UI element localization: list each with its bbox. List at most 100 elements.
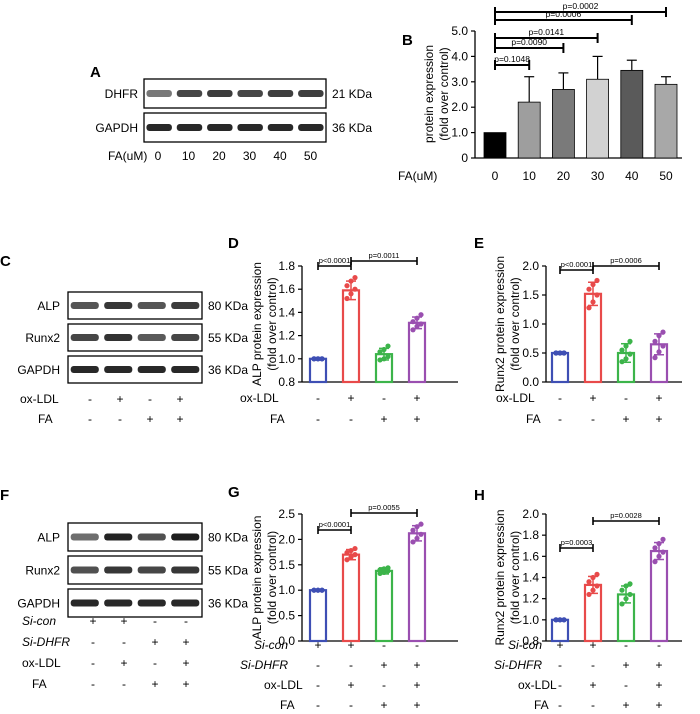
data-point	[381, 356, 387, 362]
treatment-sign: -	[349, 698, 353, 712]
data-point	[619, 359, 625, 365]
treatment-sign: +	[182, 656, 189, 670]
treatment-sign: -	[88, 392, 92, 406]
data-point	[418, 521, 424, 527]
data-point	[381, 566, 387, 572]
treatment-sign: -	[382, 638, 386, 652]
y-tick-label: 3.0	[451, 75, 468, 89]
treatment-sign: +	[413, 412, 420, 426]
data-point	[656, 541, 662, 547]
treatment-sign: +	[120, 614, 127, 628]
y-tick-label: 1.0	[522, 317, 539, 331]
x-tick-label: 10	[523, 169, 537, 183]
y-tick-label: 1.6	[522, 549, 539, 563]
treatment-sign: -	[591, 698, 595, 712]
y-tick-label: 1.5	[522, 288, 539, 302]
y-tick-label: 1.0	[278, 352, 295, 366]
bar	[586, 78, 609, 159]
y-tick-label: 1.2	[278, 329, 295, 343]
treatment-sign: -	[184, 614, 188, 628]
p-value-label: p=0.0002	[563, 1, 599, 11]
treatment-sign: +	[116, 392, 123, 406]
treatment-label: ox-LDL	[240, 391, 279, 405]
treatment-sign: +	[146, 412, 153, 426]
panel-letter: H	[474, 487, 485, 504]
blot-band	[104, 599, 133, 607]
y-tick-label: 0.8	[278, 375, 295, 389]
data-point	[656, 553, 662, 559]
blot-band	[171, 366, 200, 373]
treatment-sign: +	[380, 698, 387, 712]
y-tick-label: 2.0	[522, 507, 539, 521]
y-tick-label: 1.0	[278, 583, 295, 597]
lane-label: 20	[212, 149, 226, 163]
treatment-sign: -	[558, 698, 562, 712]
treatment-sign: +	[655, 658, 662, 672]
data-point	[619, 347, 625, 353]
p-value-label: p<0.0001	[319, 520, 351, 529]
blot-band	[104, 334, 133, 341]
data-point	[656, 349, 662, 355]
blot-band	[237, 124, 263, 131]
data-point	[623, 583, 629, 589]
blot-band	[137, 599, 166, 607]
data-point	[619, 587, 625, 593]
lane-label: 40	[273, 149, 287, 163]
data-point	[590, 587, 596, 593]
treatment-sign: -	[91, 656, 95, 670]
data-point	[590, 299, 596, 305]
blot-protein-label: DHFR	[105, 87, 139, 101]
chart-panel-H: H 0.8 1.0 1.2 1.4 1.6 1.8 2.0 Runx2 protein expr…	[474, 487, 682, 712]
treatment-sign: -	[349, 658, 353, 672]
data-point	[594, 292, 600, 298]
data-point	[348, 547, 354, 554]
data-point	[557, 617, 563, 623]
blot-kda-label: 55 KDa	[208, 331, 248, 345]
data-point	[414, 323, 420, 329]
data-point	[311, 587, 317, 593]
treatment-sign: -	[624, 638, 628, 652]
lane-label: 0	[155, 149, 162, 163]
data-point	[627, 351, 633, 357]
y-tick-label: 2.0	[451, 100, 468, 114]
treatment-sign: +	[655, 698, 662, 712]
treatment-sign: -	[88, 412, 92, 426]
treatment-sign: +	[347, 391, 354, 405]
treatment-sign: -	[415, 638, 419, 652]
y-tick-label: 1.8	[522, 528, 539, 542]
bar	[341, 553, 361, 643]
blot-kda-label: 80 KDa	[208, 299, 248, 313]
y-tick-label: 5.0	[451, 24, 468, 38]
data-point	[660, 549, 666, 555]
treatment-sign: -	[91, 677, 95, 691]
blot-band	[146, 124, 172, 131]
y-tick-label: 2.5	[278, 507, 295, 521]
treatment-sign: -	[316, 698, 320, 712]
blot-band	[70, 533, 99, 541]
blot-band	[137, 334, 166, 341]
blot-membrane	[143, 112, 327, 143]
data-point	[623, 356, 629, 362]
treatment-sign: -	[624, 391, 628, 405]
treatment-sign: -	[558, 412, 562, 426]
data-point	[348, 554, 354, 560]
treatment-sign: -	[558, 658, 562, 672]
data-point	[553, 350, 559, 356]
data-point	[586, 579, 592, 585]
blot-band	[207, 124, 233, 131]
treatment-sign: +	[176, 412, 183, 426]
p-value-label: p=0.0055	[368, 503, 400, 512]
data-point	[348, 278, 354, 284]
blot-band	[104, 566, 133, 574]
blot-protein-label: ALP	[37, 299, 60, 313]
treatment-label: ox-LDL	[496, 391, 535, 405]
blot-band	[104, 302, 133, 309]
treatment-sign: +	[89, 614, 96, 628]
blot-kda-label: 80 KDa	[208, 531, 248, 545]
data-point	[311, 356, 317, 362]
treatment-sign: +	[556, 638, 563, 652]
lane-axis-label: FA(uM)	[108, 149, 147, 163]
treatment-sign: +	[413, 678, 420, 692]
treatment-sign: +	[655, 391, 662, 405]
data-point	[381, 346, 387, 353]
